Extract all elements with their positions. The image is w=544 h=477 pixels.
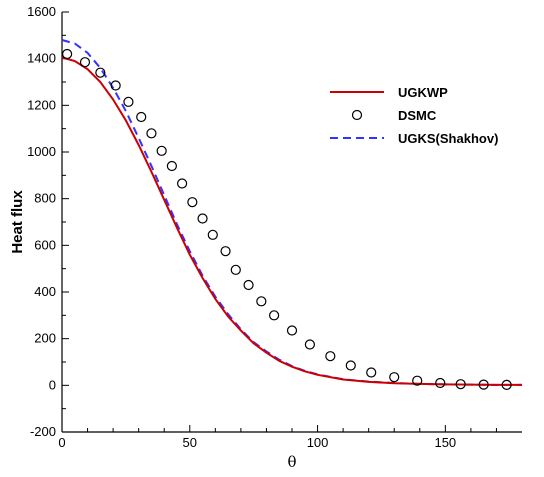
dsmc-point: [177, 178, 188, 189]
legend-label-ugkwp: UGKWP: [398, 85, 448, 100]
series-line-ugks-shakhov: [61, 39, 522, 386]
y-tick-label: 200: [34, 331, 56, 346]
dsmc-point: [62, 48, 73, 60]
y-axis-ticks: -200 0 200 400 600 800 1000 1200 1400 1600: [27, 4, 69, 439]
dsmc-point: [110, 80, 121, 91]
dsmc-point: [366, 367, 377, 378]
dsmc-point: [455, 379, 466, 390]
dsmc-point: [197, 213, 208, 224]
dsmc-point: [345, 360, 356, 371]
dsmc-point: [269, 310, 280, 321]
dsmc-point: [243, 279, 254, 291]
dsmc-point: [230, 264, 241, 275]
y-tick-label: 1600: [27, 4, 56, 19]
legend-swatch-dsmc: [351, 109, 363, 121]
dsmc-point: [95, 67, 106, 78]
x-axis-ticks: 0 50 100 150: [58, 425, 497, 450]
dsmc-point: [435, 377, 446, 389]
x-tick-label: 0: [58, 435, 65, 450]
dsmc-point: [501, 379, 512, 390]
x-tick-label: 50: [183, 435, 197, 450]
y-tick-label: 400: [34, 284, 56, 299]
legend-label-dsmc: DSMC: [398, 108, 437, 123]
dsmc-point: [478, 379, 489, 390]
legend-label-ugks-shakhov: UGKS(Shakhov): [398, 131, 498, 146]
dsmc-point: [286, 325, 298, 336]
y-tick-label: 1400: [27, 51, 56, 66]
dsmc-point: [220, 246, 231, 257]
dsmc-point: [389, 372, 400, 383]
series-line-ugkwp: [61, 56, 522, 386]
dsmc-point: [156, 145, 167, 156]
dsmc-point: [304, 339, 315, 350]
dsmc-point: [123, 96, 134, 107]
dsmc-point: [187, 197, 198, 208]
x-tick-label: 150: [434, 435, 456, 450]
x-tick-label: 100: [307, 435, 329, 450]
x-axis-title: θ: [287, 453, 296, 471]
y-tick-label: 0: [49, 377, 56, 392]
series-layer: [61, 39, 522, 390]
y-tick-label: 1000: [27, 144, 56, 159]
dsmc-point: [412, 375, 423, 386]
dsmc-point: [136, 111, 147, 123]
dsmc-point: [325, 351, 336, 362]
y-tick-label: 600: [34, 237, 56, 252]
y-tick-label: -200: [30, 424, 56, 439]
dsmc-point: [166, 160, 177, 172]
dsmc-point: [79, 57, 91, 68]
y-tick-label: 1200: [27, 97, 56, 112]
dsmc-point: [256, 296, 267, 307]
dsmc-point: [207, 229, 218, 240]
y-axis-title: Heat flux: [9, 190, 26, 254]
legend: UGKWP DSMC UGKS(Shakhov): [330, 85, 498, 146]
y-tick-label: 800: [34, 191, 56, 206]
dsmc-point: [146, 128, 157, 139]
plot-area: [61, 12, 522, 433]
